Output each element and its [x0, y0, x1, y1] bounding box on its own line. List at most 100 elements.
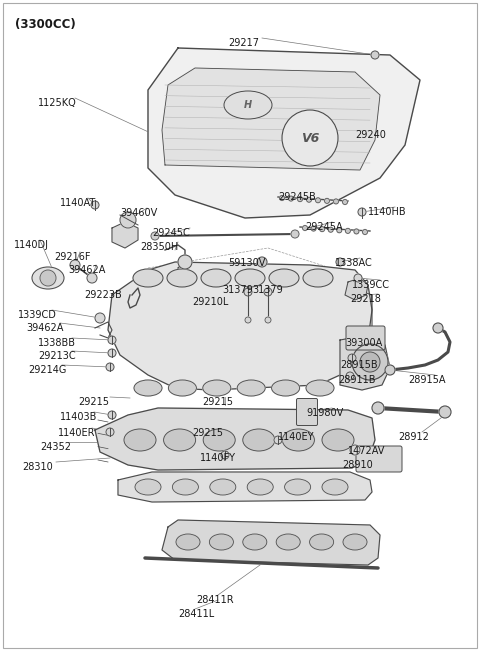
- Ellipse shape: [303, 269, 333, 287]
- Circle shape: [324, 199, 329, 203]
- Polygon shape: [112, 222, 138, 248]
- Text: 31379: 31379: [222, 285, 253, 295]
- Circle shape: [106, 428, 114, 436]
- Circle shape: [151, 232, 159, 240]
- Circle shape: [360, 352, 380, 372]
- Circle shape: [385, 365, 395, 375]
- Text: 39300A: 39300A: [345, 338, 382, 348]
- Ellipse shape: [285, 479, 311, 495]
- Circle shape: [358, 208, 366, 216]
- Text: 59130V: 59130V: [228, 258, 265, 268]
- Circle shape: [348, 354, 356, 362]
- Circle shape: [120, 212, 136, 228]
- FancyBboxPatch shape: [346, 326, 385, 350]
- Ellipse shape: [210, 479, 236, 495]
- FancyBboxPatch shape: [356, 446, 402, 472]
- Text: 28411R: 28411R: [196, 595, 234, 605]
- Circle shape: [221, 451, 229, 459]
- Ellipse shape: [164, 429, 196, 451]
- Circle shape: [354, 229, 359, 234]
- Text: 29245A: 29245A: [305, 222, 343, 232]
- Polygon shape: [162, 520, 380, 565]
- Circle shape: [87, 273, 97, 283]
- Circle shape: [108, 336, 116, 344]
- Text: (3300CC): (3300CC): [15, 18, 76, 31]
- Text: 1140DJ: 1140DJ: [14, 240, 49, 250]
- Text: 28910: 28910: [342, 460, 373, 470]
- Ellipse shape: [32, 267, 64, 289]
- Polygon shape: [108, 262, 372, 390]
- Ellipse shape: [243, 534, 267, 550]
- Text: 24352: 24352: [40, 442, 71, 452]
- Ellipse shape: [272, 380, 300, 396]
- Circle shape: [244, 288, 252, 296]
- Text: 29215: 29215: [202, 397, 233, 407]
- Circle shape: [274, 436, 282, 444]
- Circle shape: [106, 363, 114, 371]
- Circle shape: [372, 402, 384, 414]
- Circle shape: [279, 195, 285, 201]
- Ellipse shape: [322, 479, 348, 495]
- Text: 28915B: 28915B: [340, 360, 378, 370]
- Text: 1140HB: 1140HB: [368, 207, 407, 217]
- Circle shape: [178, 255, 192, 269]
- Text: 1339CC: 1339CC: [352, 280, 390, 290]
- Text: 29216F: 29216F: [54, 252, 91, 262]
- Ellipse shape: [282, 429, 314, 451]
- Polygon shape: [118, 472, 372, 502]
- Circle shape: [95, 313, 105, 323]
- Circle shape: [328, 227, 333, 232]
- Circle shape: [371, 51, 379, 59]
- Circle shape: [346, 372, 354, 380]
- Circle shape: [315, 198, 321, 202]
- Circle shape: [311, 226, 316, 231]
- Circle shape: [91, 201, 99, 209]
- Polygon shape: [340, 335, 390, 390]
- Text: 1140EY: 1140EY: [278, 432, 314, 442]
- Text: H: H: [244, 100, 252, 110]
- Ellipse shape: [176, 534, 200, 550]
- Ellipse shape: [167, 269, 197, 287]
- Ellipse shape: [276, 534, 300, 550]
- Circle shape: [288, 196, 293, 201]
- Text: 29214G: 29214G: [28, 365, 66, 375]
- Ellipse shape: [203, 380, 231, 396]
- Text: 29217: 29217: [228, 38, 259, 48]
- Text: 1338AC: 1338AC: [335, 258, 373, 268]
- Text: 29245C: 29245C: [152, 228, 190, 238]
- Circle shape: [350, 445, 360, 455]
- Text: 91980V: 91980V: [306, 408, 343, 418]
- Text: 29215: 29215: [78, 397, 109, 407]
- Ellipse shape: [343, 534, 367, 550]
- Text: 1339CD: 1339CD: [18, 310, 57, 320]
- Text: 28911B: 28911B: [338, 375, 375, 385]
- Ellipse shape: [203, 429, 235, 451]
- Circle shape: [108, 411, 116, 419]
- Ellipse shape: [133, 269, 163, 287]
- Circle shape: [433, 323, 443, 333]
- Circle shape: [345, 229, 350, 233]
- Text: V6: V6: [301, 132, 319, 145]
- Circle shape: [264, 288, 272, 296]
- Circle shape: [70, 260, 80, 270]
- Ellipse shape: [235, 269, 265, 287]
- Text: 39462A: 39462A: [68, 265, 106, 275]
- Ellipse shape: [201, 269, 231, 287]
- Text: 28411L: 28411L: [178, 609, 214, 619]
- Circle shape: [334, 199, 338, 204]
- Text: 1338BB: 1338BB: [38, 338, 76, 348]
- Ellipse shape: [168, 380, 196, 396]
- Circle shape: [282, 110, 338, 166]
- Circle shape: [307, 197, 312, 202]
- Ellipse shape: [310, 534, 334, 550]
- Ellipse shape: [209, 534, 233, 550]
- Text: 1140ER: 1140ER: [58, 428, 96, 438]
- Circle shape: [302, 225, 308, 230]
- Circle shape: [291, 230, 299, 238]
- Ellipse shape: [269, 269, 299, 287]
- Ellipse shape: [243, 429, 275, 451]
- Ellipse shape: [237, 380, 265, 396]
- Polygon shape: [95, 408, 375, 470]
- Text: 29210L: 29210L: [192, 297, 228, 307]
- Text: 31379: 31379: [252, 285, 283, 295]
